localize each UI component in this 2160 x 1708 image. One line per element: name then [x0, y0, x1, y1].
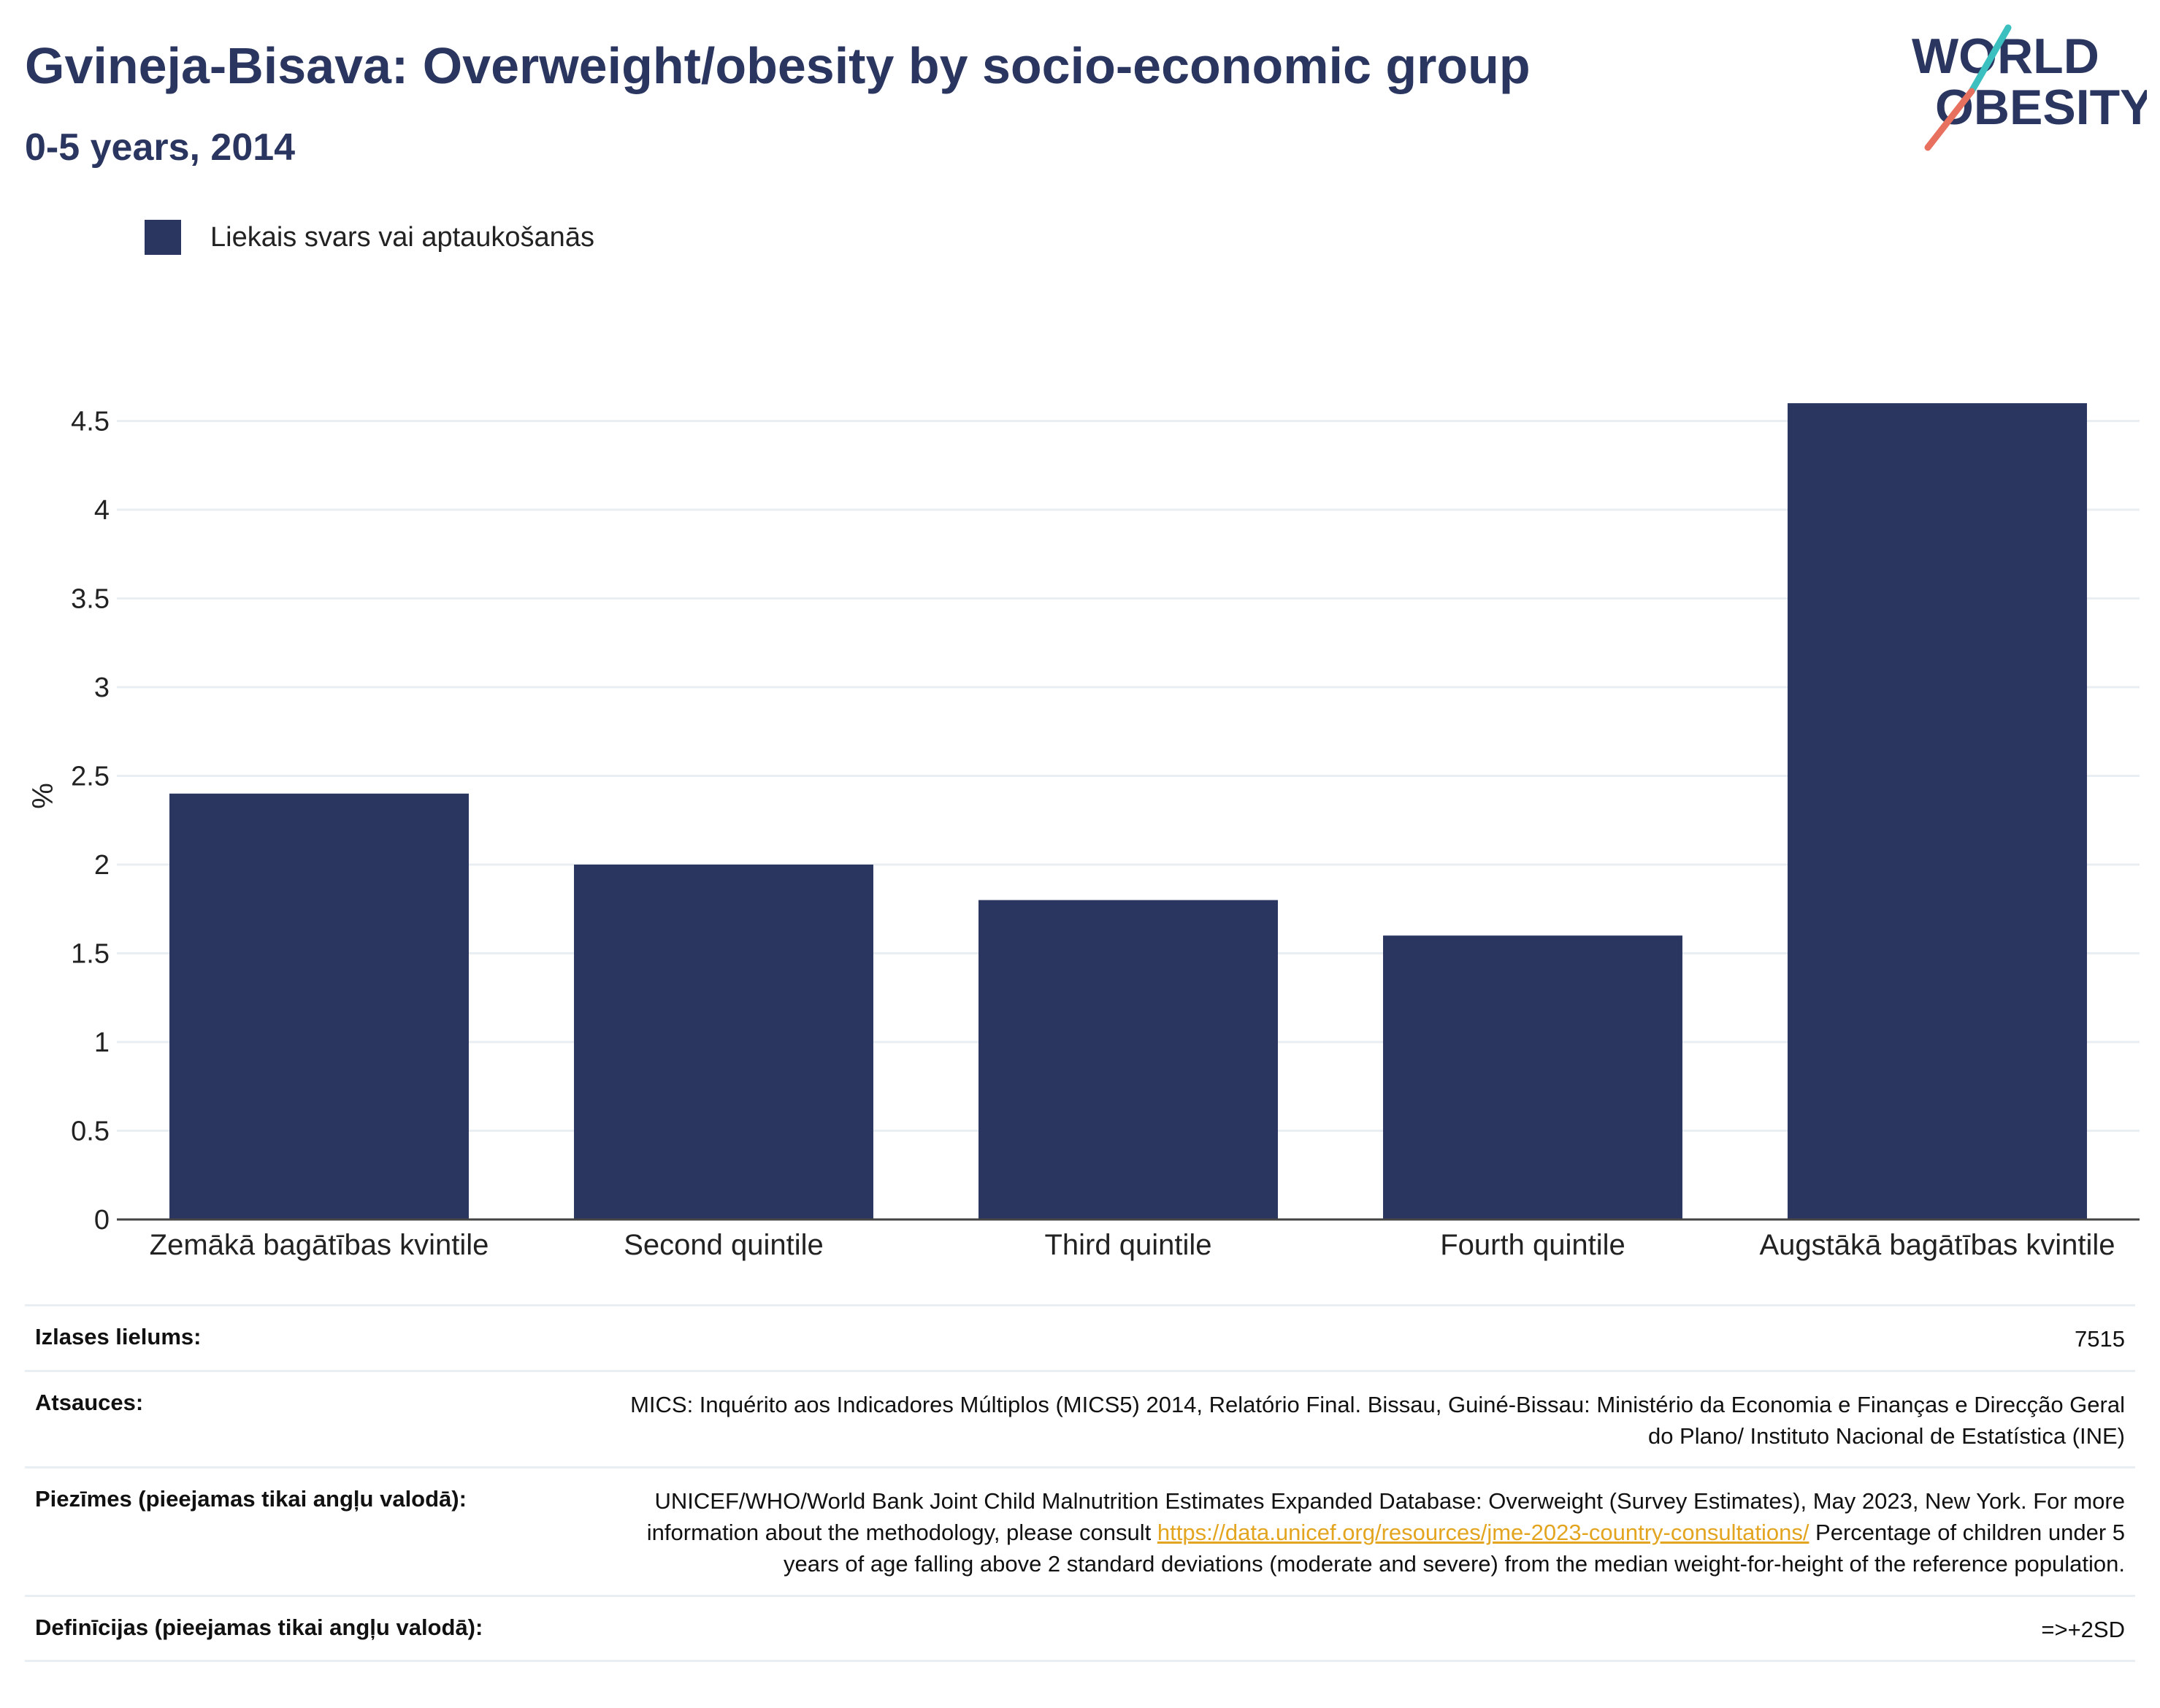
definitions-value: =>+2SD: [2041, 1616, 2125, 1642]
logo-slash-coral: [1924, 88, 1975, 151]
info-row-notes: Piezīmes (pieejamas tikai angļu valodā):…: [25, 1466, 2135, 1594]
logo-slash-teal: [1968, 24, 2012, 95]
notes-value: UNICEF/WHO/World Bank Joint Child Malnut…: [606, 1486, 2125, 1579]
methodology-link[interactable]: https://data.unicef.org/resources/jme-20…: [1157, 1520, 1809, 1546]
y-tick-label: 4: [94, 495, 110, 526]
y-tick-label: 0.5: [71, 1116, 110, 1146]
x-tick-label: Fourth quintile: [1440, 1229, 1625, 1261]
y-tick-label: 2: [94, 850, 110, 881]
bars: [169, 403, 2087, 1219]
y-tick-label: 4.5: [71, 406, 110, 437]
bar: [574, 864, 873, 1219]
chart-legend: Liekais svars vai aptaukošanās: [145, 215, 594, 259]
x-tick-label: Third quintile: [1044, 1229, 1211, 1261]
y-tick-label: 1: [94, 1027, 110, 1058]
x-tick-label: Second quintile: [624, 1229, 824, 1261]
notes-text-part-1: UNICEF/WHO/World Bank Joint Child Malnut…: [646, 1488, 2125, 1546]
sources-label: Atsauces:: [35, 1389, 144, 1415]
logo-word-obesity: OBESITY: [1935, 80, 2147, 135]
bar: [169, 793, 469, 1219]
info-row-definitions: Definīcijas (pieejamas tikai angļu valod…: [25, 1594, 2135, 1663]
definitions-label: Definīcijas (pieejamas tikai angļu valod…: [35, 1614, 483, 1640]
info-row-sources: Atsauces: MICS: Inquérito aos Indicadore…: [25, 1369, 2135, 1467]
info-row-sample-size: Izlases lielums: 7515: [25, 1304, 2135, 1370]
legend-label: Liekais svars vai aptaukošanās: [210, 221, 594, 253]
axes: 0 0.5 1 1.5 2 2.5 3 3.5 4 4.5 Zemākā bagātības kvi…: [71, 406, 2140, 1261]
bar-chart: 0 0.5 1 1.5 2 2.5 3 3.5 4 4.5 Zemākā bagātības kvi…: [27, 403, 2140, 1261]
bar: [1788, 403, 2087, 1219]
y-tick-label: 3.5: [71, 583, 110, 614]
world-obesity-logo: WORLD OBESITY: [1912, 24, 2147, 151]
y-tick-label: 1.5: [71, 938, 110, 969]
info-table: Izlases lielums: 7515 Atsauces: MICS: In…: [25, 1304, 2135, 1663]
sources-value: MICS: Inquérito aos Indicadores Múltiplo…: [630, 1391, 2125, 1449]
bar: [978, 900, 1278, 1219]
y-tick-label: 0: [94, 1205, 110, 1236]
y-tick-label: 3: [94, 673, 110, 703]
sample-size-label: Izlases lielums:: [35, 1324, 202, 1349]
sample-size-value: 7515: [2075, 1326, 2125, 1352]
notes-label: Piezīmes (pieejamas tikai angļu valodā):: [35, 1486, 467, 1512]
chart-title: Gvineja-Bisava: Overweight/obesity by so…: [25, 37, 1531, 94]
y-tick-label: 2.5: [71, 761, 110, 792]
notes-text-part-2: Percentage of children under 5 years of …: [784, 1520, 2125, 1577]
chart-subtitle: 0-5 years, 2014: [25, 126, 296, 169]
legend-swatch: [145, 220, 181, 255]
x-tick-label: Augstākā bagātības kvintile: [1760, 1229, 2115, 1261]
y-axis-title: %: [27, 783, 59, 809]
bar: [1383, 935, 1682, 1219]
x-tick-label: Zemākā bagātības kvintile: [150, 1229, 489, 1261]
